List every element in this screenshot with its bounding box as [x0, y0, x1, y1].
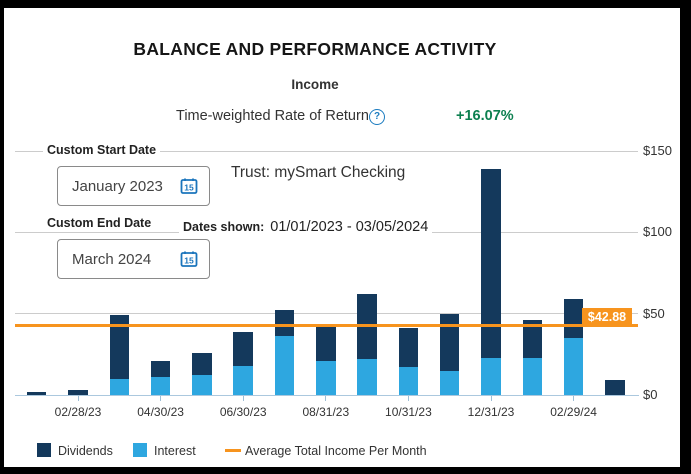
- x-axis-tick: [407, 396, 409, 401]
- bar-segment-dividends-08/31/23[interactable]: [316, 325, 336, 361]
- bar-segment-dividends-10/31/23[interactable]: [398, 328, 419, 368]
- x-axis-line: [15, 395, 639, 396]
- bar-segment-interest-02/29/24[interactable]: [563, 338, 584, 395]
- x-axis-tick: [325, 396, 327, 401]
- average-line: [15, 323, 638, 327]
- help-question-icon[interactable]: ?: [369, 109, 385, 125]
- average-value-badge: $42.88: [582, 307, 632, 327]
- x-axis-tick: [242, 396, 244, 401]
- bar-segment-dividends-01/31/23[interactable]: [26, 391, 47, 395]
- end-date-value: March 2024: [72, 250, 152, 268]
- y-axis-label: $100: [643, 224, 672, 240]
- chart-subtitle: Income: [291, 77, 339, 92]
- gridline-$50: [15, 313, 638, 315]
- bar-segment-dividends-06/30/23[interactable]: [233, 331, 253, 366]
- y-axis-label: $0: [643, 387, 658, 402]
- page-title: BALANCE AND PERFORMANCE ACTIVITY: [133, 39, 497, 59]
- bar-segment-dividends-02/29/24[interactable]: [563, 299, 584, 339]
- x-axis-label: 02/28/23: [54, 405, 102, 419]
- dividends-swatch: [37, 443, 51, 457]
- bar-segment-interest-12/31/23[interactable]: [481, 357, 501, 395]
- bar-segment-dividends-12/31/23[interactable]: [481, 168, 501, 358]
- bar-segment-interest-08/31/23[interactable]: [316, 360, 336, 395]
- account-name: Trust: mySmart Checking: [228, 163, 409, 183]
- legend-label-average: Average Total Income Per Month: [245, 444, 427, 458]
- x-axis-tick: [77, 396, 79, 401]
- dates-shown-label: Dates shown:: [183, 220, 265, 234]
- bar-segment-interest-07/31/23[interactable]: [274, 336, 295, 395]
- start-date-input[interactable]: January 2023 15: [57, 166, 210, 206]
- x-axis-tick: [490, 396, 492, 401]
- svg-text:15: 15: [184, 183, 194, 193]
- bar-segment-dividends-05/31/23[interactable]: [192, 352, 212, 376]
- start-date-value: January 2023: [72, 177, 163, 195]
- gridline-$150: [15, 150, 638, 152]
- bar-segment-interest-09/30/23[interactable]: [357, 359, 377, 395]
- bar-segment-dividends-04/30/23[interactable]: [150, 360, 171, 378]
- x-axis-label: 02/29/24: [550, 405, 597, 419]
- bar-segment-dividends-01/31/24[interactable]: [522, 320, 543, 358]
- y-axis-label: $50: [643, 305, 665, 321]
- x-axis-label: 06/30/23: [219, 405, 267, 419]
- bar-segment-interest-01/31/24[interactable]: [522, 357, 543, 395]
- chart-legend: Dividends Interest Average Total Income …: [4, 441, 680, 461]
- bar-segment-interest-04/30/23[interactable]: [150, 377, 171, 395]
- bar-segment-dividends-07/31/23[interactable]: [274, 310, 295, 337]
- custom-start-date-label: Custom Start Date: [43, 142, 161, 158]
- dates-shown: Dates shown: 01/01/2023 - 03/05/2024: [179, 217, 433, 239]
- legend-label-dividends: Dividends: [58, 444, 113, 458]
- balance-performance-panel: BALANCE AND PERFORMANCE ACTIVITY Income …: [4, 8, 680, 467]
- bar-segment-dividends-03/31/23[interactable]: [109, 315, 130, 379]
- legend-label-interest: Interest: [154, 444, 196, 458]
- twrr-value: +16.07%: [456, 108, 514, 124]
- bar-segment-dividends-11/30/23[interactable]: [439, 313, 460, 371]
- average-line-swatch: [225, 449, 241, 452]
- x-axis-tick: [573, 396, 575, 401]
- x-axis-label: 04/30/23: [137, 405, 184, 419]
- x-axis-label: 12/31/23: [467, 405, 515, 419]
- calendar-icon[interactable]: 15: [180, 177, 198, 195]
- bar-segment-interest-03/31/23[interactable]: [109, 378, 130, 395]
- twrr-label: Time-weighted Rate of Return: [176, 108, 369, 124]
- interest-swatch: [133, 443, 147, 457]
- x-axis-tick: [160, 396, 162, 401]
- bar-segment-dividends-03/05/24[interactable]: [605, 380, 625, 395]
- x-axis-label: 08/31/23: [302, 405, 350, 419]
- bar-segment-interest-11/30/23[interactable]: [439, 370, 460, 395]
- end-date-input[interactable]: March 2024 15: [57, 239, 210, 279]
- bar-segment-dividends-02/28/23[interactable]: [68, 390, 88, 395]
- bar-segment-interest-05/31/23[interactable]: [192, 375, 212, 395]
- y-axis-label: $150: [643, 143, 672, 158]
- custom-end-date-label: Custom End Date: [43, 215, 156, 231]
- bar-segment-interest-10/31/23[interactable]: [398, 367, 419, 395]
- calendar-icon[interactable]: 15: [180, 250, 198, 268]
- x-axis-label: 10/31/23: [385, 405, 432, 419]
- svg-text:15: 15: [184, 256, 194, 266]
- bar-segment-interest-06/30/23[interactable]: [233, 365, 253, 395]
- dates-shown-value: 01/01/2023 - 03/05/2024: [270, 219, 429, 235]
